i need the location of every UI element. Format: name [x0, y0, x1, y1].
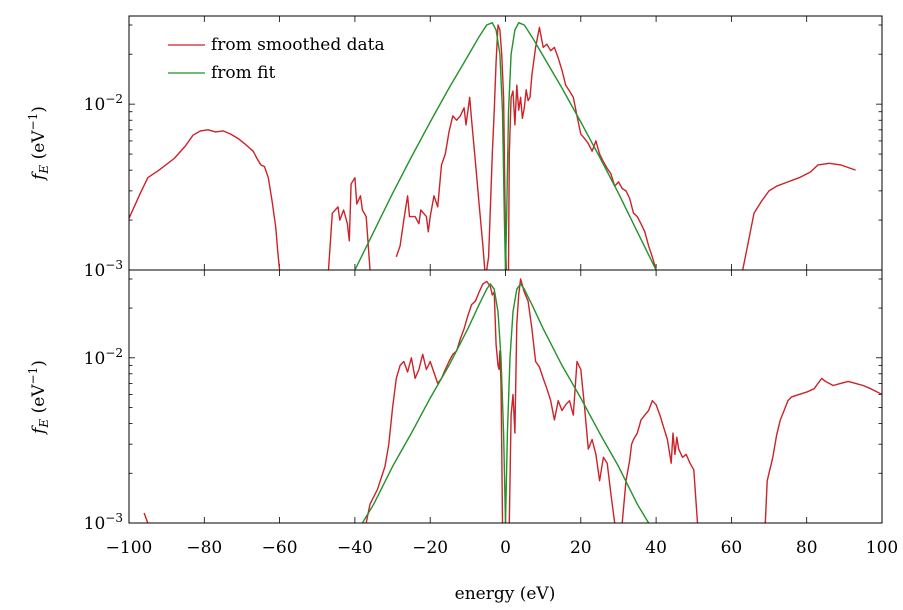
bottom-series-0-segment-2: [508, 278, 616, 523]
top-ytick-label-1: 10−2: [84, 92, 123, 115]
top-panel: fE (eV−1) 10−3 10−2: [26, 15, 883, 281]
bottom-ylabel: fE (eV−1): [26, 360, 51, 436]
top-series-0-segment-2: [395, 96, 486, 270]
legend-label-smoothed: from smoothed data: [211, 35, 385, 55]
bottom-plot-frame: [128, 269, 883, 524]
x-tick-label-10: 100: [866, 538, 898, 558]
top-series-1-segment-0: [354, 22, 507, 270]
bottom-series-0-segment-4: [764, 377, 882, 523]
top-series-0-segment-3: [486, 24, 507, 270]
x-tick-label-3: −40: [337, 538, 373, 558]
legend-label-fit: from fit: [211, 63, 276, 83]
top-ylabel-text: fE (eV−1): [26, 106, 51, 182]
x-tick-label-6: 20: [570, 538, 592, 558]
x-tick-label-4: −20: [412, 538, 448, 558]
top-series-0-segment-4: [507, 26, 657, 270]
x-tick-label-7: 40: [645, 538, 667, 558]
legend: from smoothed data from fit: [168, 35, 385, 83]
bottom-ticks: [128, 270, 883, 524]
top-series-0-segment-5: [742, 162, 856, 270]
top-series-1-segment-1: [504, 22, 657, 270]
top-series: [129, 22, 856, 270]
x-tick-label-1: −80: [186, 538, 222, 558]
bottom-ytick-label-1: 10−2: [84, 346, 123, 369]
bottom-series-1-segment-1: [504, 283, 650, 523]
bottom-series: [143, 278, 882, 523]
top-series-0-segment-1: [327, 177, 371, 270]
bottom-series-1-segment-0: [361, 283, 507, 523]
x-tick-label-8: 60: [721, 538, 743, 558]
bottom-series-0-segment-3: [621, 400, 699, 523]
x-tick-label-9: 80: [796, 538, 818, 558]
bottom-ytick-label-0: 10−3: [84, 511, 123, 534]
x-tick-label-5: 0: [500, 538, 511, 558]
bottom-ylabel-text: fE (eV−1): [26, 360, 51, 436]
x-tick-label-2: −60: [262, 538, 298, 558]
top-ylabel: fE (eV−1): [26, 106, 51, 182]
top-series-0-segment-0: [129, 129, 281, 270]
x-axis-label: energy (eV): [455, 584, 556, 604]
top-ytick-labels: 10−3 10−2: [84, 92, 123, 281]
bottom-series-0-segment-1: [365, 280, 504, 523]
top-ytick-label-0: 10−3: [84, 258, 123, 281]
bottom-series-0-segment-0: [143, 512, 149, 523]
bottom-ytick-labels: 10−3 10−2: [84, 346, 123, 534]
bottom-panel: fE (eV−1) 10−3 10−2: [26, 269, 883, 534]
x-tick-label-0: −100: [106, 538, 153, 558]
x-tick-labels: −100 −80 −60 −40 −20 0 20 40 60 80 100: [106, 538, 899, 558]
